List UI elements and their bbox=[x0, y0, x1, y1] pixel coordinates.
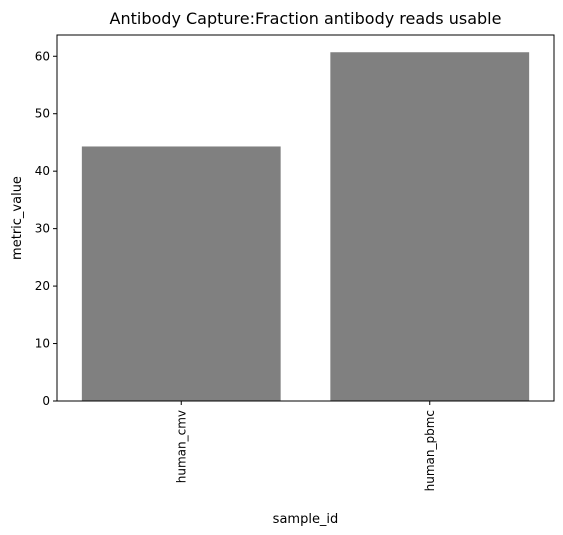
y-ticks-group: 0 10 20 30 40 50 60 bbox=[35, 49, 57, 408]
y-tick-label: 20 bbox=[35, 279, 50, 293]
y-tick-label: 0 bbox=[42, 394, 50, 408]
y-tick-label: 40 bbox=[35, 164, 50, 178]
chart-title: Antibody Capture:Fraction antibody reads… bbox=[110, 9, 502, 28]
y-tick-label: 10 bbox=[35, 337, 50, 351]
y-tick-label: 50 bbox=[35, 107, 50, 121]
bar-human_cmv bbox=[81, 146, 281, 401]
bars-group bbox=[81, 52, 530, 401]
x-ticks-group: human_cmv human_pbmc bbox=[174, 401, 437, 491]
y-tick-label: 60 bbox=[35, 49, 50, 63]
y-axis-label: metric_value bbox=[10, 176, 25, 260]
bar-human_pbmc bbox=[330, 52, 530, 401]
x-tick-label: human_pbmc bbox=[423, 410, 437, 491]
x-tick-label: human_cmv bbox=[174, 410, 188, 483]
plot-frame bbox=[56, 34, 555, 402]
y-tick-label: 30 bbox=[35, 222, 50, 236]
x-axis-label: sample_id bbox=[273, 512, 339, 527]
